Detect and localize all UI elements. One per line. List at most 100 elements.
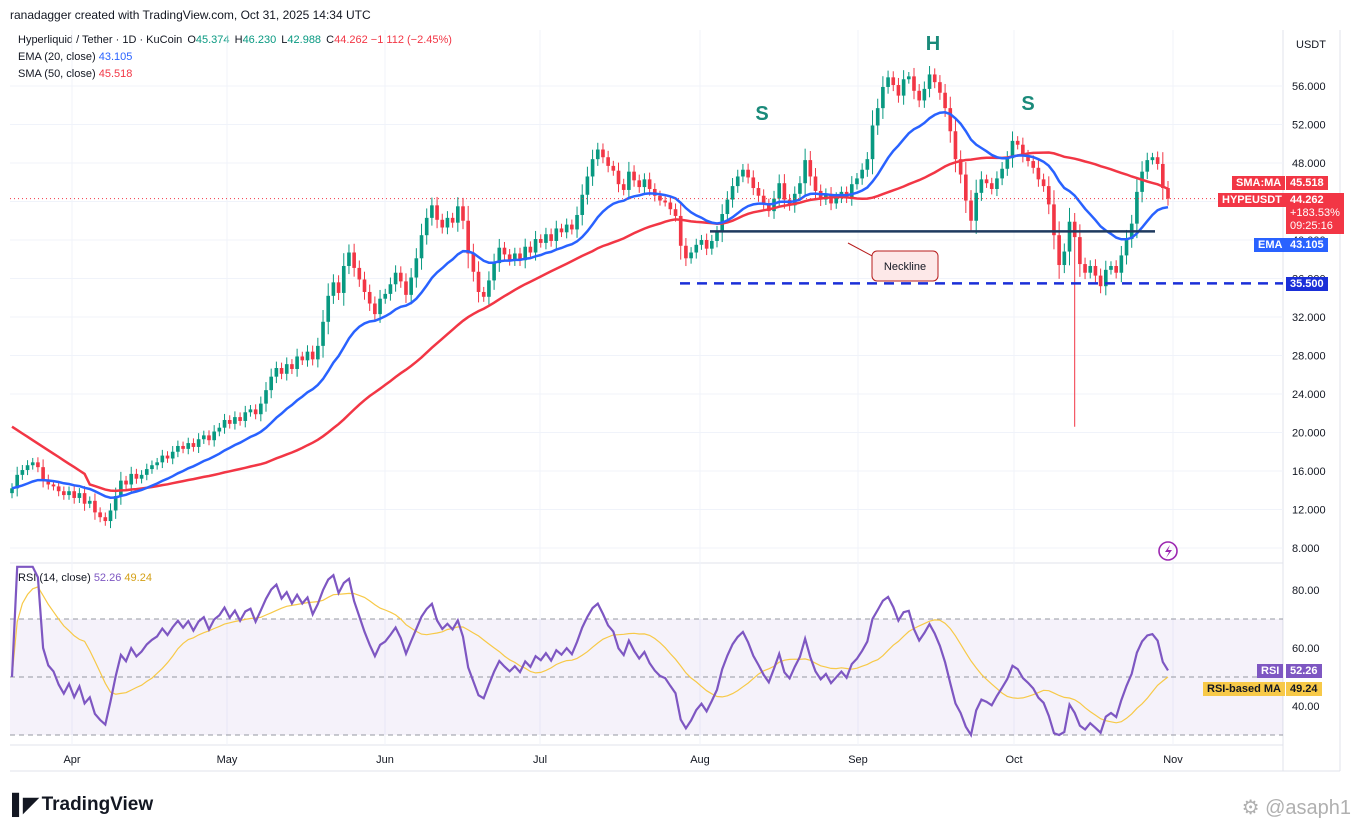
rsi-ma-value: 49.24 (1290, 683, 1318, 695)
candle-body (632, 171, 636, 181)
candle-body (1155, 157, 1160, 164)
candle-body (979, 179, 984, 193)
candle-body (1114, 265, 1118, 273)
candle-body (388, 284, 393, 294)
candle-body (777, 183, 782, 199)
ema-legend-value: 43.105 (98, 51, 133, 63)
candle-body (207, 435, 211, 441)
candle-body (1124, 239, 1129, 256)
candle-body (917, 90, 921, 101)
rsi-legend-value: 52.26 (93, 572, 122, 584)
candle-body (715, 232, 719, 241)
candle-body (217, 427, 222, 432)
symbol-legend[interactable]: Hyperliquid / Tether · 1D · KuCoin O45.3… (18, 34, 452, 46)
candle-body (860, 169, 864, 179)
candle-body (316, 345, 320, 360)
rsi-value-tag[interactable]: 52.26 (1286, 664, 1322, 678)
candle-body (455, 206, 460, 223)
candle-body (471, 253, 476, 272)
tradingview-logo[interactable]: ▌◤ TradingView (12, 793, 154, 817)
high-value: 46.230 (242, 34, 277, 46)
candle-body (129, 473, 134, 485)
alert-icon[interactable] (1158, 541, 1178, 561)
candle-body (404, 281, 408, 295)
rsi-tag[interactable]: RSI (1257, 664, 1284, 678)
neckline-callout-box[interactable] (871, 250, 939, 282)
candle-body (1083, 264, 1087, 273)
sma-tag-label: SMA:MA (1236, 177, 1282, 189)
ema-price-tag[interactable]: 43.105 (1286, 238, 1328, 252)
price-axis[interactable]: 56.00052.00048.00044.00040.00036.00032.0… (1292, 81, 1326, 555)
right-shoulder-label: S (1021, 93, 1034, 115)
candle-body (238, 417, 242, 421)
ema-tag[interactable]: EMA (1254, 238, 1287, 252)
candle-body (1093, 265, 1098, 276)
price-tick-label: 24.000 (1292, 389, 1326, 401)
candle-body (642, 179, 647, 188)
tradingview-logo-icon: ▌◤ (12, 794, 39, 816)
candle-body (435, 205, 439, 220)
candle-body (295, 356, 299, 369)
candle-body (46, 479, 51, 485)
currency-label[interactable]: USDT (1296, 39, 1326, 51)
candle-body (139, 474, 144, 479)
rsi-tick-label: 60.00 (1292, 643, 1320, 655)
candle-body (549, 234, 553, 241)
candle-body (751, 177, 756, 189)
candle-body (72, 491, 77, 498)
candles (10, 66, 1170, 529)
candle-body (103, 517, 108, 522)
candle-body (1150, 157, 1155, 161)
candle-body (958, 159, 963, 175)
sma-legend-label: SMA (50, close) (18, 68, 96, 80)
candle-body (834, 197, 839, 204)
support-price-tag[interactable]: 35.500 (1286, 277, 1328, 291)
rsi-ma-legend-value: 49.24 (124, 572, 152, 584)
candle-body (601, 149, 605, 158)
time-tick-label: Oct (1005, 754, 1022, 766)
candle-body (523, 246, 528, 261)
candle-body (321, 321, 325, 346)
candle-body (798, 183, 802, 194)
candle-body (409, 277, 413, 295)
price-tick-label: 52.000 (1292, 120, 1326, 132)
rsi-ma-line (11, 586, 1169, 724)
candle-body (761, 195, 766, 205)
candle-body (580, 194, 585, 215)
candle-body (746, 169, 750, 178)
candle-body (891, 77, 896, 86)
candle-body (932, 74, 937, 83)
rsi-ma-tag[interactable]: RSI-based MA (1203, 682, 1285, 696)
candle-body (93, 500, 97, 513)
candle-body (150, 465, 154, 470)
candle-body (51, 484, 56, 487)
time-axis[interactable]: Apr May Jun Jul Aug Sep Oct Nov (63, 754, 1183, 766)
candle-body (373, 303, 377, 315)
candle-body (570, 224, 574, 230)
last-price-tag[interactable]: 44.262 +183.53% 09:25:16 (1286, 193, 1344, 234)
candle-body (767, 204, 771, 212)
rsi-axis[interactable]: 80.00 60.00 40.00 (1292, 585, 1320, 713)
candle-body (922, 88, 927, 101)
candle-body (611, 165, 616, 171)
candle-body (160, 455, 165, 463)
candle-body (1062, 251, 1067, 266)
time-tick-label: Aug (690, 754, 710, 766)
candle-body (233, 417, 237, 424)
symbol-tag-label: HYPEUSDT (1222, 194, 1282, 206)
rsi-ma-value-tag[interactable]: 49.24 (1286, 682, 1322, 696)
symbol-tag[interactable]: HYPEUSDT (1218, 193, 1286, 207)
candle-body (575, 214, 579, 230)
candle-body (1041, 179, 1046, 187)
candle-body (440, 219, 445, 228)
sma-price-tag[interactable]: 45.518 (1286, 176, 1328, 190)
candle-body (595, 149, 600, 160)
ema-legend[interactable]: EMA (20, close) 43.105 (18, 51, 132, 63)
candle-body (1036, 167, 1041, 180)
sma-tag[interactable]: SMA:MA (1232, 176, 1286, 190)
price-tick-label: 12.000 (1292, 505, 1326, 517)
candle-body (585, 176, 590, 195)
head-label: H (926, 33, 940, 55)
sma-legend[interactable]: SMA (50, close) 45.518 (18, 68, 132, 80)
